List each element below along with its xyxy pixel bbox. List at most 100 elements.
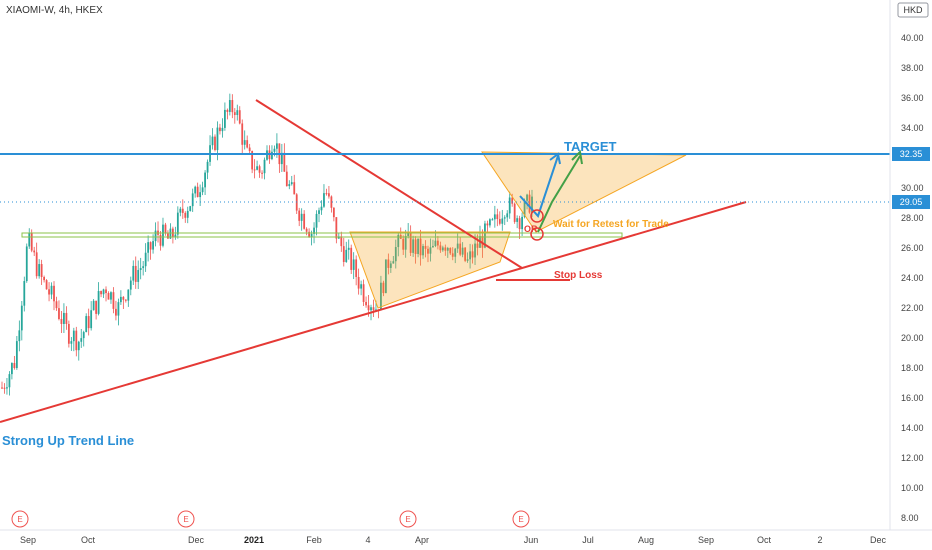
candle — [305, 227, 308, 236]
price-tick-label: 28.00 — [901, 213, 924, 223]
candle — [461, 242, 464, 258]
candle — [65, 306, 68, 330]
candle — [226, 108, 229, 120]
price-tick-label: 40.00 — [901, 33, 924, 43]
consolidation-triangle — [349, 231, 511, 309]
candle — [38, 259, 41, 279]
candle — [337, 233, 340, 239]
candle — [300, 208, 303, 231]
candle — [167, 230, 169, 239]
candle — [506, 210, 509, 222]
candle — [417, 238, 419, 258]
price-tick-label: 14.00 — [901, 423, 924, 433]
time-tick-label: Oct — [757, 535, 772, 545]
candle — [323, 184, 325, 208]
retest-circle-2 — [530, 227, 544, 241]
candle — [409, 225, 412, 256]
candle — [384, 259, 387, 294]
candle — [278, 143, 281, 173]
candle — [248, 143, 251, 154]
candle — [11, 362, 13, 380]
candle — [43, 275, 46, 283]
candle — [394, 239, 397, 269]
candle — [496, 208, 499, 227]
candle — [214, 134, 216, 152]
candle — [137, 260, 140, 290]
candle — [40, 259, 43, 285]
candle — [451, 247, 454, 261]
time-tick-label: Dec — [188, 535, 205, 545]
candle — [365, 296, 367, 308]
candle — [271, 145, 273, 161]
candle — [164, 222, 167, 236]
candle — [293, 174, 296, 195]
earnings-marker[interactable]: E — [399, 510, 417, 528]
price-tick-label: 10.00 — [901, 483, 924, 493]
candle — [33, 246, 36, 257]
candle — [429, 238, 432, 262]
green-arrow-head — [571, 149, 583, 165]
candle — [498, 211, 501, 226]
candle — [171, 226, 174, 244]
candle — [332, 207, 335, 222]
currency-badge[interactable]: HKD — [897, 2, 929, 18]
candle — [241, 119, 244, 155]
time-tick-label: Oct — [81, 535, 96, 545]
target-label: TARGET — [564, 139, 617, 154]
svg-text:HKD: HKD — [903, 5, 923, 15]
time-tick-label: Apr — [415, 535, 429, 545]
candle — [441, 245, 444, 252]
candle — [266, 145, 268, 161]
candle — [206, 159, 209, 180]
candle — [340, 231, 343, 252]
candle — [199, 184, 202, 206]
candle — [107, 291, 110, 300]
price-tick-label: 36.00 — [901, 93, 924, 103]
price-tick-label: 18.00 — [901, 363, 924, 373]
candle — [58, 300, 60, 321]
candle — [209, 135, 211, 166]
time-axis[interactable]: Sep Oct Dec 2021 Feb 4 Apr Jun Jul Aug Sep Oct 2 Dec — [0, 529, 932, 545]
candle — [20, 301, 23, 341]
earnings-marker[interactable]: E — [11, 510, 29, 528]
candle — [157, 221, 159, 243]
candle — [80, 328, 83, 348]
candle — [72, 327, 75, 352]
candle — [352, 252, 355, 280]
candle — [1, 381, 3, 389]
candle — [35, 242, 38, 279]
candle — [516, 215, 519, 229]
candle — [444, 244, 447, 256]
candle — [439, 241, 442, 253]
price-tick-label: 16.00 — [901, 393, 924, 403]
candle — [355, 255, 358, 286]
candle — [432, 239, 434, 248]
candle — [63, 303, 65, 333]
candle — [119, 290, 122, 305]
candle — [318, 207, 320, 223]
candle — [45, 279, 48, 290]
candle — [92, 299, 95, 311]
descending-trendline[interactable] — [255, 99, 523, 269]
earnings-marker[interactable]: E — [177, 510, 195, 528]
candle — [528, 190, 531, 214]
candle — [325, 188, 328, 196]
time-tick-label: 2021 — [244, 535, 264, 545]
candle — [115, 300, 117, 321]
price-axis[interactable]: 40.0038.0036.0034.0032.0030.0028.0026.00… — [889, 0, 924, 530]
candle — [469, 243, 471, 269]
strong-up-trendline[interactable] — [0, 201, 747, 423]
candle — [493, 205, 496, 228]
price-tick-label: 24.00 — [901, 273, 924, 283]
time-tick-label: 2 — [817, 535, 822, 545]
candles-layer — [1, 93, 533, 396]
candle — [389, 260, 392, 273]
earnings-marker[interactable]: E — [512, 510, 530, 528]
price-tick-label: 38.00 — [901, 63, 924, 73]
candle — [243, 130, 246, 150]
time-tick-label: Feb — [306, 535, 322, 545]
candle — [404, 229, 407, 258]
candle — [424, 240, 427, 258]
candle — [501, 209, 504, 231]
